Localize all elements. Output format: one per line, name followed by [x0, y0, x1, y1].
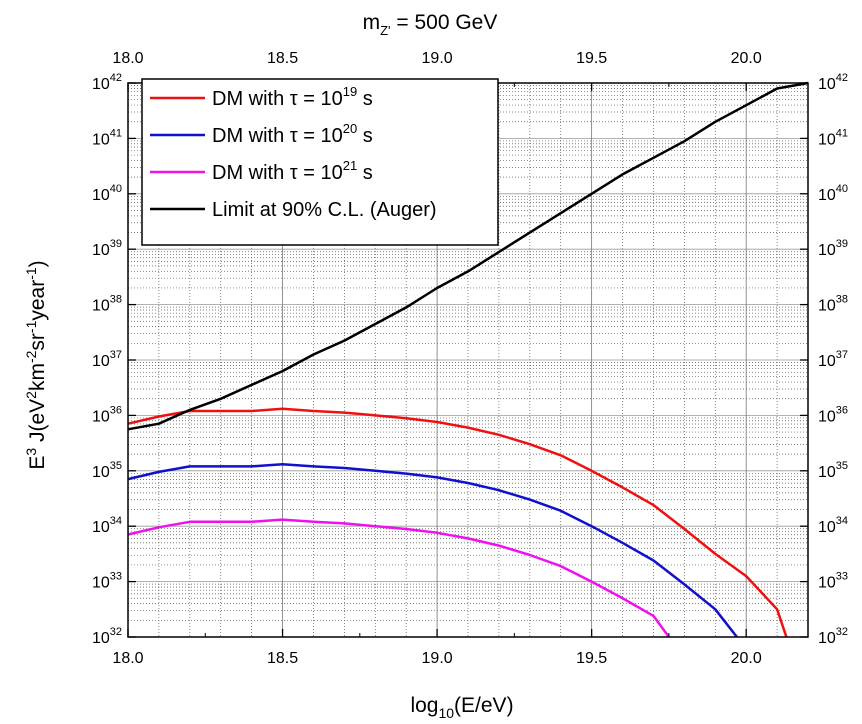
y-tick-label-right: 1034	[818, 515, 848, 536]
legend-label-1: DM with τ = 1019 s	[212, 84, 373, 110]
y-tick-label-left: 1032	[92, 626, 122, 647]
legend-label-4: Limit at 90% C.L. (Auger)	[212, 199, 437, 221]
y-tick-label-right: 1037	[818, 349, 848, 370]
x-tick-label-top: 19.5	[576, 50, 607, 67]
y-tick-label-left: 1034	[92, 515, 122, 536]
x-tick-label-bottom: 20.0	[731, 650, 762, 667]
x-tick-label-top: 18.5	[267, 50, 298, 67]
y-tick-label-right: 1035	[818, 460, 848, 481]
y-tick-label-left: 1041	[92, 127, 122, 148]
legend-label-3: DM with τ = 1021 s	[212, 158, 373, 184]
y-axis-label: E3 J(eV2km-2sr-1year-1)	[23, 260, 49, 469]
y-tick-label-right: 1032	[818, 626, 848, 647]
tick-marks	[127, 82, 808, 638]
y-tick-label-right: 1038	[818, 294, 848, 315]
x-tick-label-bottom: 19.5	[576, 650, 607, 667]
x-tick-label-bottom: 18.0	[112, 650, 143, 667]
x-tick-label-bottom: 18.5	[267, 650, 298, 667]
y-tick-label-left: 1033	[92, 571, 122, 592]
x-tick-label-bottom: 19.0	[422, 650, 453, 667]
chart-title: mZ' = 500 GeV	[363, 11, 498, 38]
y-tick-label-right: 1041	[818, 127, 848, 148]
y-tick-label-right: 1039	[818, 238, 848, 259]
series-lines	[127, 81, 809, 638]
major-grid	[128, 83, 808, 637]
y-tick-label-left: 1039	[92, 238, 122, 259]
y-tick-label-left: 1040	[92, 183, 122, 204]
x-tick-label-top: 19.0	[422, 50, 453, 67]
y-tick-label-right: 1040	[818, 183, 848, 204]
y-tick-label-right: 1036	[818, 404, 848, 425]
x-tick-label-top: 18.0	[112, 50, 143, 67]
series-line-4	[127, 81, 809, 431]
series-line-1	[127, 407, 788, 638]
x-axis-label: log10(E/eV)	[410, 694, 513, 721]
y-tick-label-left: 1036	[92, 404, 122, 425]
y-tick-label-left: 1035	[92, 460, 122, 481]
y-tick-label-left: 1038	[92, 294, 122, 315]
x-tick-label-top: 20.0	[731, 50, 762, 67]
y-tick-label-right: 1042	[818, 72, 848, 93]
y-tick-label-left: 1042	[92, 72, 122, 93]
legend: DM with τ = 1019 s DM with τ = 1020 s DM w…	[141, 78, 499, 246]
y-tick-label-left: 1037	[92, 349, 122, 370]
series-line-3	[127, 518, 670, 638]
tick-labels: 18.0 18.0 18.5 18.5 19.0 19.0 19.5 19.5 20.0 20.0…	[92, 50, 848, 667]
series-line-2	[127, 462, 738, 638]
legend-label-2: DM with τ = 1020 s	[212, 121, 373, 147]
y-tick-label-right: 1033	[818, 571, 848, 592]
